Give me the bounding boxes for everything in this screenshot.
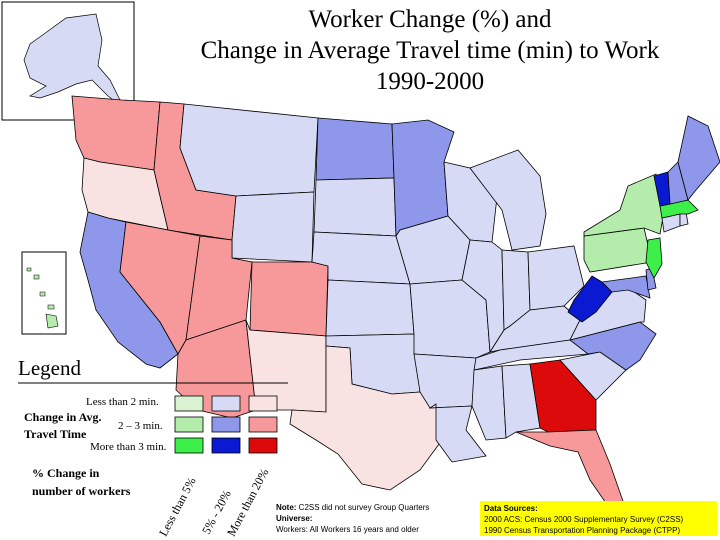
travel-time-label-1: Change in Avg.: [24, 410, 102, 424]
states: [71, 95, 720, 507]
legend-swatch-r2-c3: [248, 416, 278, 433]
travel-time-label-2: Travel Time: [24, 427, 87, 441]
state-ohio: [527, 245, 585, 311]
state-new-jersey: [645, 237, 663, 279]
legend-swatch-r1-c2: [211, 395, 241, 412]
state-new-york: [583, 173, 665, 237]
worker-change-label-2: number of workers: [32, 484, 131, 498]
hawaii-inset: [21, 251, 67, 335]
legend-swatches: [174, 395, 278, 454]
legend-row-label-1: Less than 2 min.: [86, 396, 159, 408]
state-kansas: [325, 279, 415, 337]
state-colorado: [249, 261, 329, 337]
map-title: Worker Change (%) and Change in Average …: [140, 4, 720, 97]
state-north-carolina: [569, 321, 657, 371]
universe-label: Universe:: [276, 514, 313, 523]
title-line-2: Change in Average Travel time (min) to W…: [200, 37, 660, 64]
legend-title: Legend: [18, 356, 81, 380]
state-wyoming: [231, 191, 315, 263]
legend-row-label-2: 2 – 3 min.: [118, 420, 163, 432]
legend-swatch-r2-c1: [174, 416, 204, 433]
alaska-inset: [1, 1, 135, 121]
legend-row-label-3: More than 3 min.: [90, 441, 167, 453]
note-text: C2SS did not survey Group Quarters: [296, 503, 430, 512]
data-sources-title: Data Sources:: [484, 504, 538, 513]
state-michigan: [469, 149, 547, 251]
worker-change-label-1: % Change in: [32, 466, 100, 480]
state-louisiana: [428, 403, 487, 463]
legend-swatch-r1-c3: [248, 395, 278, 412]
state-alaska: [23, 13, 125, 109]
data-source-2: 1990 Census Transportation Planning Pack…: [484, 526, 681, 535]
title-line-3: 1990-2000: [375, 68, 485, 95]
legend-swatch-r3-c1: [174, 437, 204, 454]
legend-swatch-r3-c2: [211, 437, 241, 454]
state-maryland: [601, 275, 651, 299]
state-hawaii: [45, 313, 59, 329]
title-line-1: Worker Change (%) and: [308, 6, 552, 33]
universe-text: Workers: All Workers 16 years and older: [276, 525, 419, 534]
state-florida: [515, 429, 625, 507]
state-montana: [179, 103, 319, 197]
state-texas: [289, 345, 443, 491]
legend-swatch-r1-c1: [174, 395, 204, 412]
state-mississippi: [471, 365, 507, 441]
legend-swatch-r2-c2: [211, 416, 241, 433]
state-south-dakota: [313, 177, 397, 237]
map-note: Note: C2SS did not survey Group Quarters…: [276, 502, 476, 535]
legend-swatch-r3-c3: [248, 437, 278, 454]
state-alabama: [501, 363, 541, 439]
data-sources-box: Data Sources: 2000 ACS: Census 2000 Supp…: [480, 501, 717, 536]
state-north-dakota: [315, 117, 395, 181]
data-source-1: 2000 ACS: Census 2000 Supplementary Surv…: [484, 515, 684, 524]
state-maine: [677, 115, 720, 201]
state-west-virginia: [567, 275, 613, 323]
note-label: Note:: [276, 503, 297, 512]
